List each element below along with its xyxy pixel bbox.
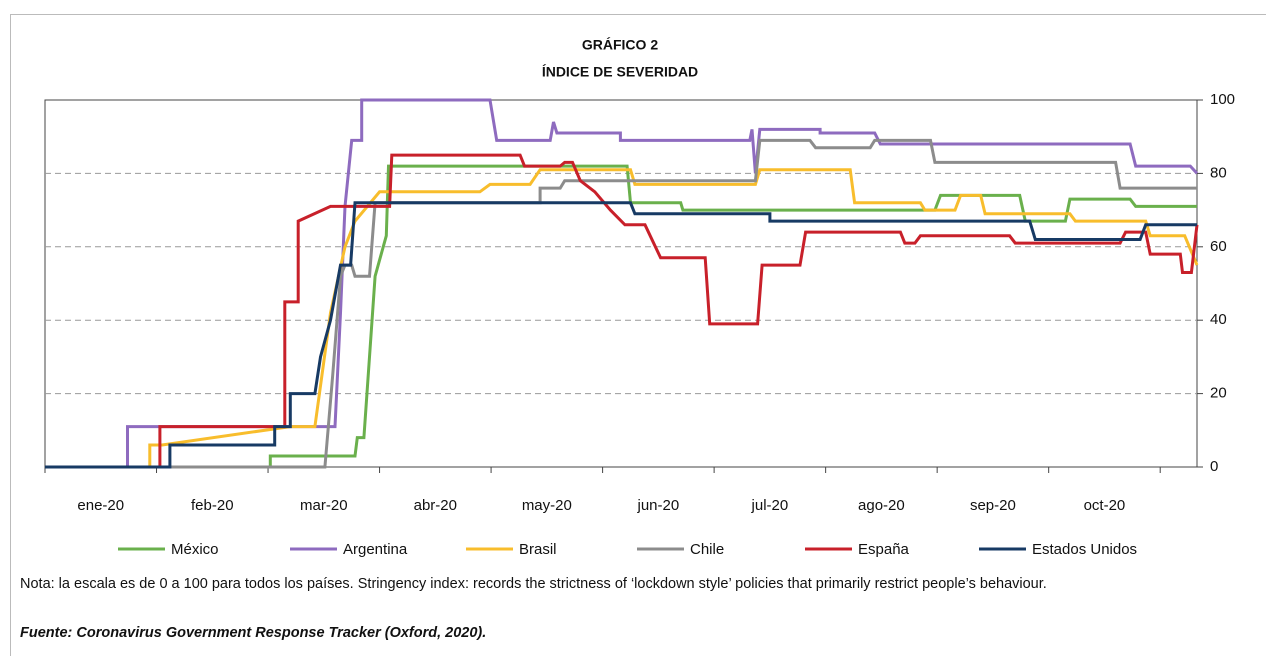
legend-label: México: [171, 541, 219, 558]
y-tick-label: 60: [1210, 238, 1227, 255]
legend-label: España: [858, 541, 910, 558]
chart-subtitle: ÍNDICE DE SEVERIDAD: [542, 64, 698, 80]
series-line: [45, 201, 1197, 469]
legend-label: Estados Unidos: [1032, 541, 1137, 558]
x-tick-label: ene-20: [77, 497, 124, 514]
frame: [10, 14, 1266, 656]
x-tick-label: ago-20: [858, 497, 905, 514]
note: Nota: la escala es de 0 a 100 para todos…: [20, 576, 1047, 592]
x-tick-label: jul-20: [751, 497, 789, 514]
source: Fuente: Coronavirus Government Response …: [20, 625, 487, 641]
plot-area: [44, 99, 1198, 468]
legend-label: Argentina: [343, 541, 408, 558]
y-tick-label: 80: [1210, 164, 1227, 181]
y-tick-label: 40: [1210, 311, 1227, 328]
x-tick-label: may-20: [522, 497, 572, 514]
x-tick-label: oct-20: [1084, 497, 1126, 514]
y-tick-label: 0: [1210, 458, 1218, 475]
x-tick-label: jun-20: [637, 497, 680, 514]
series-line: [45, 168, 1199, 469]
x-tick-label: feb-20: [191, 497, 234, 514]
chart-title: GRÁFICO 2: [582, 37, 658, 53]
y-tick-label: 20: [1210, 385, 1227, 402]
legend-label: Chile: [690, 541, 724, 558]
series-line: [45, 153, 1199, 469]
series-line: [45, 164, 1197, 469]
legend-label: Brasil: [519, 541, 557, 558]
x-tick-label: abr-20: [414, 497, 457, 514]
x-tick-label: mar-20: [300, 497, 348, 514]
y-tick-label: 100: [1210, 91, 1235, 108]
series-line: [45, 98, 1199, 469]
series-line: [45, 138, 1197, 469]
x-tick-label: sep-20: [970, 497, 1016, 514]
